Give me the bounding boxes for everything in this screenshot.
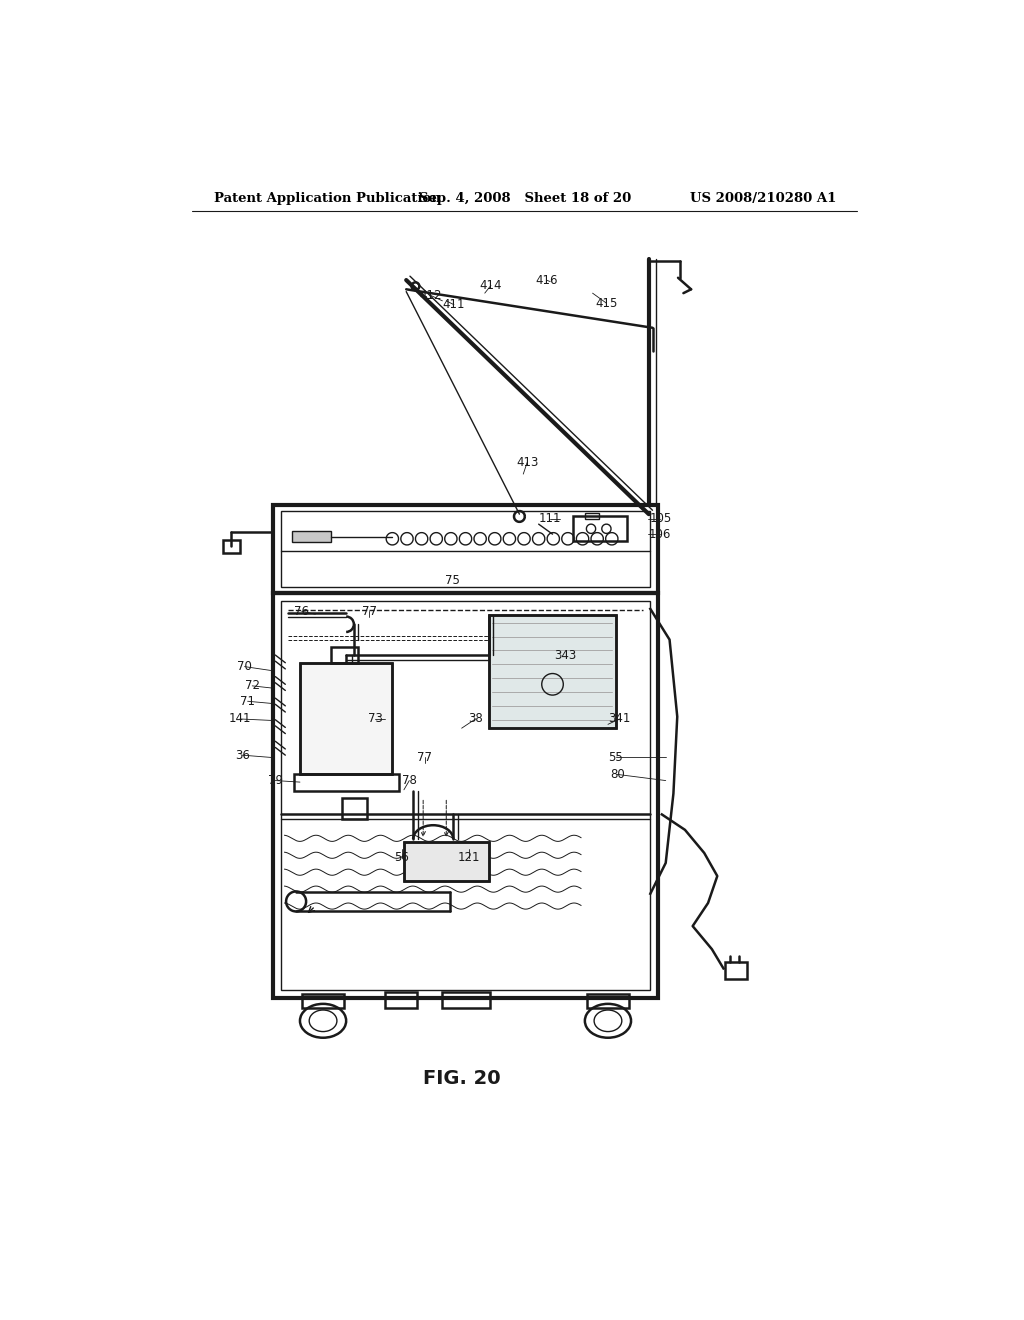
Bar — [403, 842, 488, 880]
Bar — [273, 506, 658, 594]
Text: 70: 70 — [238, 660, 252, 673]
Text: 111: 111 — [539, 512, 561, 525]
Text: 121: 121 — [458, 851, 480, 865]
Text: Patent Application Publication: Patent Application Publication — [214, 191, 440, 205]
Bar — [294, 775, 398, 791]
Bar — [292, 531, 331, 541]
Text: 80: 80 — [610, 768, 625, 781]
Text: 55: 55 — [608, 751, 623, 764]
Text: 38: 38 — [468, 713, 483, 726]
Bar — [223, 540, 240, 553]
Bar — [281, 601, 650, 990]
Text: 341: 341 — [608, 713, 631, 726]
Text: 73: 73 — [368, 713, 383, 726]
Text: 343: 343 — [554, 648, 577, 661]
Text: Sep. 4, 2008   Sheet 18 of 20: Sep. 4, 2008 Sheet 18 of 20 — [419, 191, 631, 205]
Bar — [300, 663, 392, 775]
Bar — [342, 797, 367, 818]
Text: 78: 78 — [401, 774, 417, 787]
Text: 416: 416 — [536, 273, 558, 286]
Bar — [573, 516, 628, 541]
Text: 36: 36 — [234, 748, 250, 762]
Bar — [585, 512, 599, 519]
Bar — [331, 647, 357, 663]
Text: FIG. 20: FIG. 20 — [423, 1069, 501, 1088]
Bar — [488, 615, 615, 729]
Text: 79: 79 — [268, 774, 283, 787]
Bar — [587, 994, 629, 1007]
Text: 56: 56 — [394, 851, 409, 865]
Text: 411: 411 — [442, 298, 465, 312]
Text: 77: 77 — [361, 605, 377, 618]
Text: US 2008/210280 A1: US 2008/210280 A1 — [689, 191, 836, 205]
Text: 412: 412 — [420, 289, 442, 302]
Text: 77: 77 — [417, 751, 432, 764]
Text: 106: 106 — [649, 528, 672, 541]
Text: 76: 76 — [294, 605, 309, 618]
Bar — [385, 991, 417, 1008]
Text: 413: 413 — [516, 455, 539, 469]
Bar — [302, 994, 344, 1007]
Text: 414: 414 — [479, 279, 502, 292]
Bar — [403, 842, 488, 880]
Text: 72: 72 — [245, 680, 260, 693]
Bar — [273, 594, 658, 998]
Text: 141: 141 — [228, 713, 251, 726]
Bar — [300, 663, 392, 775]
Bar — [442, 991, 490, 1008]
Bar — [725, 962, 746, 979]
Bar — [488, 615, 615, 729]
Text: 105: 105 — [649, 512, 672, 525]
Bar — [281, 511, 650, 587]
Text: 75: 75 — [445, 574, 460, 587]
Text: 415: 415 — [595, 297, 617, 310]
Text: 71: 71 — [240, 694, 255, 708]
